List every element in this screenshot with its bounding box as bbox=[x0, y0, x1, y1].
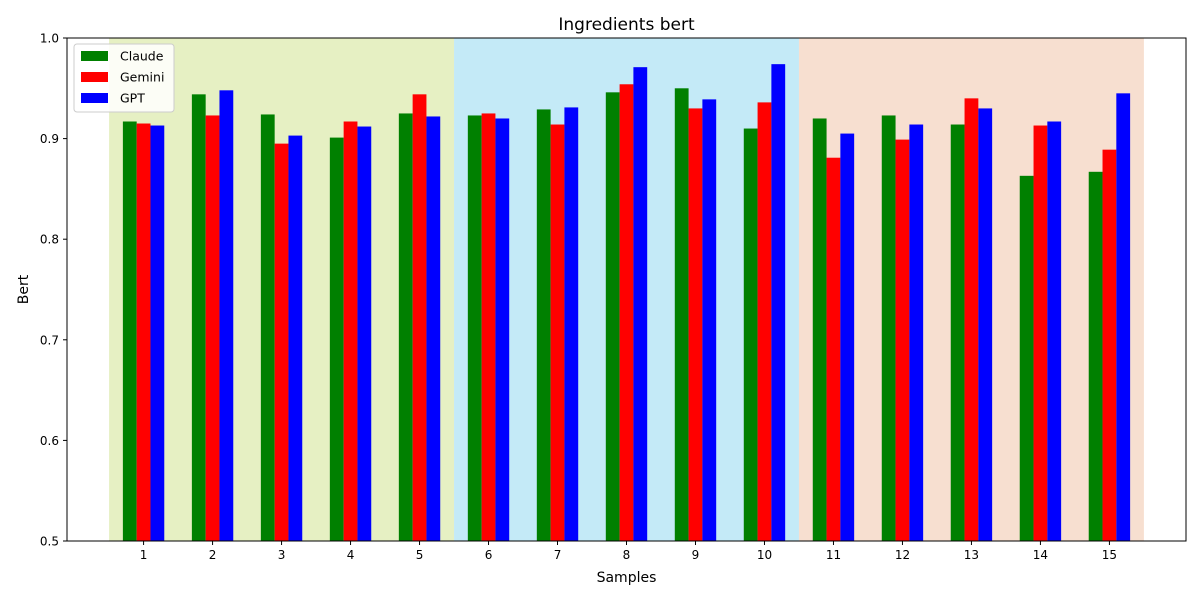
bar-gpt-7 bbox=[564, 107, 579, 541]
bar-claude-6 bbox=[467, 115, 482, 541]
x-tick-label: 10 bbox=[757, 548, 772, 562]
x-tick-label: 8 bbox=[623, 548, 631, 562]
bar-gpt-12 bbox=[909, 124, 924, 542]
bars bbox=[122, 64, 1131, 542]
bar-gemini-11 bbox=[826, 157, 841, 542]
bar-gpt-14 bbox=[1047, 121, 1062, 542]
x-tick-label: 15 bbox=[1102, 548, 1117, 562]
bar-gemini-10 bbox=[757, 102, 772, 541]
bar-gpt-9 bbox=[702, 99, 717, 541]
legend-label-claude: Claude bbox=[120, 49, 164, 64]
legend-label-gemini: Gemini bbox=[120, 70, 164, 85]
x-tick-label: 6 bbox=[485, 548, 493, 562]
bar-claude-12 bbox=[881, 115, 896, 541]
y-tick-label: 1.0 bbox=[40, 32, 59, 46]
bar-claude-1 bbox=[122, 121, 137, 542]
bar-gemini-4 bbox=[343, 121, 358, 542]
bar-claude-10 bbox=[743, 128, 758, 542]
bar-gemini-5 bbox=[412, 94, 427, 541]
bar-gpt-1 bbox=[150, 125, 165, 541]
y-tick-label: 0.9 bbox=[40, 132, 59, 146]
x-tick-label: 9 bbox=[692, 548, 700, 562]
y-tick-label: 0.7 bbox=[40, 333, 59, 347]
x-tick-label: 7 bbox=[554, 548, 562, 562]
bar-claude-14 bbox=[1019, 175, 1034, 541]
bar-claude-5 bbox=[398, 113, 413, 541]
x-tick-label: 5 bbox=[416, 548, 424, 562]
legend-swatch-gpt bbox=[81, 93, 108, 103]
x-tick-label: 14 bbox=[1033, 548, 1048, 562]
legend: Claude Gemini GPT bbox=[73, 43, 175, 113]
bar-gemini-15 bbox=[1102, 149, 1117, 541]
bar-gemini-9 bbox=[688, 108, 703, 542]
bar-claude-9 bbox=[674, 88, 689, 542]
bar-gemini-3 bbox=[274, 143, 289, 541]
y-tick-label: 0.6 bbox=[40, 434, 59, 448]
bar-gemini-1 bbox=[136, 123, 151, 541]
x-tick-label: 11 bbox=[826, 548, 841, 562]
y-axis-ticks: 0.5 0.6 0.7 0.8 0.9 1.0 bbox=[40, 32, 67, 549]
legend-swatch-claude bbox=[81, 51, 108, 61]
y-axis-label: Bert bbox=[16, 274, 32, 304]
bar-gpt-15 bbox=[1116, 93, 1131, 541]
bar-gemini-6 bbox=[481, 113, 496, 541]
bar-gemini-7 bbox=[550, 124, 565, 542]
bar-gpt-6 bbox=[495, 118, 510, 541]
bar-claude-15 bbox=[1088, 171, 1103, 541]
x-tick-label: 3 bbox=[278, 548, 286, 562]
bar-gpt-4 bbox=[357, 126, 372, 541]
y-tick-label: 0.8 bbox=[40, 233, 59, 247]
bar-gemini-14 bbox=[1033, 125, 1048, 541]
bar-gpt-8 bbox=[633, 67, 648, 541]
bar-gemini-8 bbox=[619, 84, 634, 541]
x-axis-label: Samples bbox=[597, 570, 657, 586]
bar-gpt-11 bbox=[840, 133, 855, 541]
y-tick-label: 0.5 bbox=[40, 535, 59, 549]
legend-label-gpt: GPT bbox=[120, 91, 145, 106]
bar-gemini-12 bbox=[895, 139, 910, 541]
x-tick-label: 13 bbox=[964, 548, 979, 562]
bar-claude-13 bbox=[950, 124, 965, 542]
bar-claude-4 bbox=[329, 137, 344, 541]
x-tick-label: 1 bbox=[140, 548, 148, 562]
legend-swatch-gemini bbox=[81, 72, 108, 82]
bar-claude-8 bbox=[605, 92, 620, 541]
bar-gpt-3 bbox=[288, 135, 303, 541]
bar-claude-7 bbox=[536, 109, 551, 542]
x-axis-ticks: 1 2 3 4 5 6 7 8 9 10 11 12 13 14 15 bbox=[140, 541, 1117, 562]
chart-title: Ingredients bert bbox=[558, 15, 695, 35]
bar-gemini-13 bbox=[964, 98, 979, 542]
x-tick-label: 4 bbox=[347, 548, 355, 562]
bar-gpt-5 bbox=[426, 116, 441, 541]
x-tick-label: 12 bbox=[895, 548, 910, 562]
bar-gpt-10 bbox=[771, 64, 786, 541]
bar-gpt-2 bbox=[219, 90, 234, 541]
x-tick-label: 2 bbox=[209, 548, 217, 562]
bar-claude-2 bbox=[191, 94, 206, 541]
bar-gpt-13 bbox=[978, 108, 993, 542]
bar-claude-11 bbox=[812, 118, 827, 541]
bar-gemini-2 bbox=[205, 115, 220, 541]
bar-claude-3 bbox=[260, 114, 275, 542]
